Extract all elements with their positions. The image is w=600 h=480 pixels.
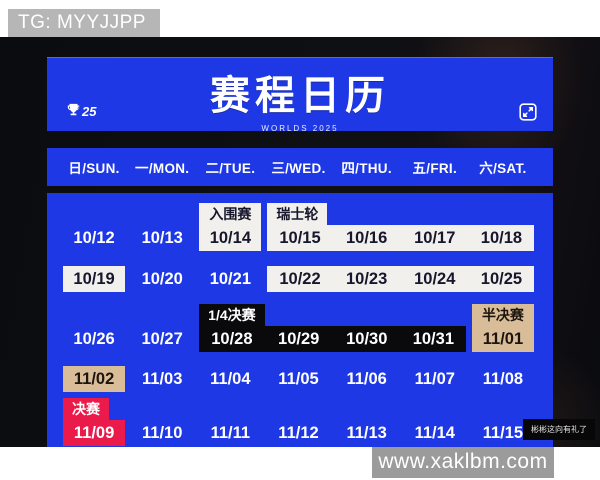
- calendar-cell: 瑞士轮 10/15: [264, 203, 333, 251]
- date-cell: 10/30: [332, 326, 401, 352]
- stage-chip: 入围赛: [199, 203, 262, 225]
- calendar-cell: 10/23: [332, 266, 401, 292]
- date-cell: 11/13: [346, 424, 387, 442]
- calendar-cell: 10/30: [332, 326, 401, 352]
- weekday-label: 五/FRI.: [412, 161, 458, 176]
- calendar-cell: 10/19: [60, 266, 128, 292]
- date-cell: 10/22: [267, 266, 333, 292]
- calendar-cell: 11/03: [128, 366, 196, 392]
- date-cell: 10/17: [400, 225, 469, 251]
- calendar-cell: 11/10: [128, 420, 196, 446]
- date-cell: 10/20: [141, 270, 183, 288]
- calendar-cell: 10/29: [264, 326, 333, 352]
- stage-chip: 瑞士轮: [267, 203, 328, 225]
- weekday-label: 日/SUN.: [68, 161, 120, 176]
- calendar-cell: 入围赛 10/14: [196, 203, 264, 251]
- expand-icon[interactable]: [519, 103, 537, 121]
- calendar-cell: 10/21: [196, 266, 264, 292]
- calendar-cell: 10/22: [264, 266, 333, 292]
- page-title: 赛程日历: [210, 74, 390, 118]
- date-cell: 10/27: [141, 330, 183, 348]
- weekday-label: 四/THU.: [341, 161, 392, 176]
- date-cell: 10/14: [199, 225, 262, 251]
- stage-chip: 半决赛: [471, 304, 534, 326]
- calendar-cell: 10/31: [400, 326, 469, 352]
- date-cell: 10/13: [141, 229, 183, 247]
- calendar-cell: 11/06: [333, 366, 401, 392]
- date-cell: 10/28: [199, 326, 265, 352]
- date-cell: 10/15: [267, 225, 333, 251]
- calendar-cell: 1/4决赛 10/28: [196, 304, 265, 352]
- calendar-row: 11/02 11/03 11/04 11/05 11/06 11/07 11/08: [60, 352, 537, 392]
- date-cell: 11/04: [210, 370, 251, 388]
- calendar-cell: 10/26: [60, 326, 128, 352]
- date-cell: 10/31: [400, 326, 466, 352]
- schedule-header: 赛程日历 WORLDS 2025 25: [47, 57, 553, 133]
- stage-chip: 决赛: [63, 398, 109, 420]
- stage-chip: 1/4决赛: [199, 304, 265, 326]
- calendar-cell: 11/08: [469, 366, 537, 392]
- calendar-grid: 10/12 10/13 入围赛 10/14 瑞士轮 10/15 10/16 10/17 10/1…: [47, 193, 553, 447]
- calendar-cell: 10/27: [128, 326, 196, 352]
- date-cell: 11/10: [142, 424, 183, 442]
- date-cell: 11/11: [210, 424, 251, 442]
- calendar-cell: 10/20: [128, 266, 196, 292]
- calendar-cell: 11/07: [401, 366, 469, 392]
- weekday-label: 一/MON.: [135, 161, 190, 176]
- uploader-watermark: 彬彬这向有礼了: [523, 419, 595, 440]
- calendar-cell: 11/15: [469, 420, 537, 446]
- date-cell: 11/02: [63, 366, 126, 392]
- date-cell: 11/14: [414, 424, 455, 442]
- date-cell: 11/07: [414, 370, 455, 388]
- trophy-icon: [67, 103, 80, 119]
- calendar-cell: 10/16: [332, 225, 401, 251]
- calendar-cell: 决赛 11/09: [60, 398, 128, 446]
- date-cell: 10/12: [73, 229, 115, 247]
- date-cell: 11/09: [63, 420, 126, 446]
- date-cell: 10/24: [400, 266, 469, 292]
- weekday-label: 二/TUE.: [205, 161, 256, 176]
- date-cell: 11/12: [278, 424, 319, 442]
- date-cell: 11/15: [482, 424, 524, 442]
- weekday-label: 六/SAT.: [479, 161, 527, 176]
- calendar-cell: 11/02: [60, 366, 128, 392]
- tg-watermark: TG: MYYJJPP: [8, 9, 160, 37]
- calendar-cell: 半决赛 11/01: [469, 304, 537, 352]
- calendar-row: 10/19 10/20 10/21 10/22 10/23 10/24 10/25: [60, 251, 537, 292]
- date-cell: 10/23: [332, 266, 401, 292]
- date-cell: 11/06: [346, 370, 387, 388]
- calendar-cell: 11/14: [401, 420, 469, 446]
- calendar-cell: 11/11: [196, 420, 264, 446]
- calendar-cell: 10/13: [128, 225, 196, 251]
- calendar-cell: 10/12: [60, 225, 128, 251]
- page-subtitle: WORLDS 2025: [261, 124, 339, 133]
- date-cell: 10/21: [209, 270, 251, 288]
- weekday-header: 日/SUN. 一/MON. 二/TUE. 三/WED. 四/THU. 五/FRI. 六/SA…: [47, 148, 553, 186]
- date-cell: 10/16: [332, 225, 401, 251]
- calendar-row: 10/26 10/27 1/4决赛 10/28 10/29 10/30 10/31 半决赛 11…: [60, 292, 537, 352]
- calendar-cell: 10/18: [468, 225, 537, 251]
- calendar-row: 决赛 11/09 11/10 11/11 11/12 11/13 11/14 11/15: [60, 392, 537, 446]
- calendar-row: 10/12 10/13 入围赛 10/14 瑞士轮 10/15 10/16 10/17 10/1…: [60, 197, 537, 251]
- date-cell: 10/26: [73, 330, 115, 348]
- calendar-cell: 11/13: [333, 420, 401, 446]
- date-cell: 10/18: [468, 225, 534, 251]
- date-cell: 11/05: [278, 370, 319, 388]
- calendar-cell: 10/17: [400, 225, 469, 251]
- date-cell: 10/25: [468, 266, 534, 292]
- calendar-cell: 11/12: [264, 420, 332, 446]
- calendar-cell: 10/24: [400, 266, 469, 292]
- calendar-cell: 11/04: [196, 366, 264, 392]
- date-cell: 10/29: [264, 326, 333, 352]
- weekday-label: 三/WED.: [271, 161, 326, 176]
- date-cell: 11/01: [471, 326, 534, 352]
- date-cell: 11/03: [142, 370, 183, 388]
- calendar-cell: 10/25: [468, 266, 537, 292]
- worlds25-logo: 25: [67, 103, 96, 119]
- site-watermark: www.xaklbm.com: [372, 447, 554, 478]
- date-cell: 11/08: [482, 370, 524, 388]
- logo-year-label: 25: [82, 103, 97, 119]
- date-cell: 10/19: [63, 266, 126, 292]
- calendar-cell: 11/05: [264, 366, 332, 392]
